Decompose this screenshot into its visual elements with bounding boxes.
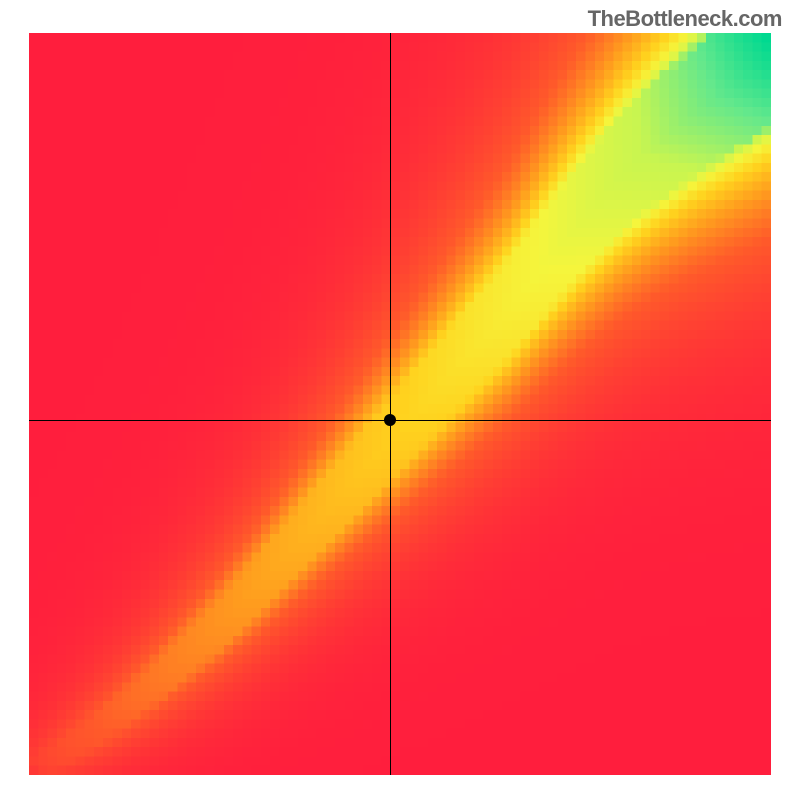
watermark-text: TheBottleneck.com — [588, 6, 782, 32]
bottleneck-heatmap — [29, 33, 771, 775]
crosshair-horizontal — [29, 420, 771, 421]
heatmap-canvas — [29, 33, 771, 775]
configuration-marker — [384, 414, 396, 426]
crosshair-vertical — [390, 33, 391, 775]
